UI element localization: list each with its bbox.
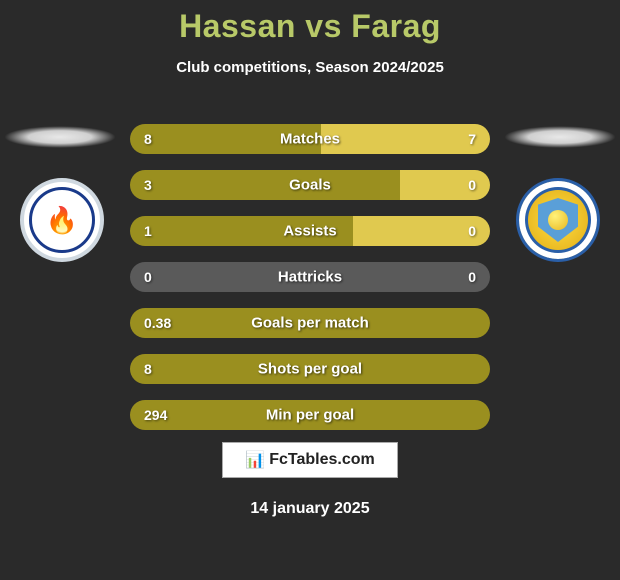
bar-value-right: 0 <box>468 269 476 285</box>
bar-label: Assists <box>283 223 336 240</box>
bar-segment-right <box>321 124 490 154</box>
bar-row: Min per goal 294 <box>130 400 490 430</box>
club-badge-left-inner: 🔥 <box>29 187 95 253</box>
player-shadow-left <box>4 126 116 148</box>
bar-value-right: 0 <box>468 177 476 193</box>
chart-icon: 📊 <box>245 450 265 470</box>
bar-row: Matches 8 7 <box>130 124 490 154</box>
brand-text: FcTables.com <box>269 451 375 469</box>
torch-icon: 🔥 <box>46 207 78 233</box>
shield-icon <box>538 198 578 242</box>
bar-row: Shots per goal 8 <box>130 354 490 384</box>
bar-label: Matches <box>280 131 340 148</box>
bar-row: Goals per match 0.38 <box>130 308 490 338</box>
bar-label: Goals <box>289 177 331 194</box>
bar-value-right: 0 <box>468 223 476 239</box>
bar-label: Goals per match <box>251 315 369 332</box>
subtitle: Club competitions, Season 2024/2025 <box>0 59 620 76</box>
bar-value-right: 7 <box>468 131 476 147</box>
footer-date: 14 january 2025 <box>0 500 620 518</box>
bar-row: Hattricks 0 0 <box>130 262 490 292</box>
brand-logo: 📊 FcTables.com <box>222 442 398 478</box>
comparison-bars: Matches87Goals30Assists10Hattricks00Goal… <box>130 124 490 446</box>
bar-value-left: 0.38 <box>144 315 171 331</box>
bar-label: Hattricks <box>278 269 342 286</box>
club-badge-left: 🔥 <box>20 178 104 262</box>
bar-segment-left <box>130 170 400 200</box>
bar-value-left: 1 <box>144 223 152 239</box>
bar-value-left: 294 <box>144 407 167 423</box>
bar-value-left: 8 <box>144 361 152 377</box>
page-title: Hassan vs Farag <box>0 0 620 45</box>
ball-icon <box>548 210 568 230</box>
bar-label: Shots per goal <box>258 361 362 378</box>
bar-value-left: 8 <box>144 131 152 147</box>
club-badge-right <box>516 178 600 262</box>
player-shadow-right <box>504 126 616 148</box>
bar-value-left: 0 <box>144 269 152 285</box>
bar-label: Min per goal <box>266 407 354 424</box>
bar-segment-right <box>400 170 490 200</box>
bar-value-left: 3 <box>144 177 152 193</box>
bar-row: Assists 1 0 <box>130 216 490 246</box>
bar-row: Goals 3 0 <box>130 170 490 200</box>
